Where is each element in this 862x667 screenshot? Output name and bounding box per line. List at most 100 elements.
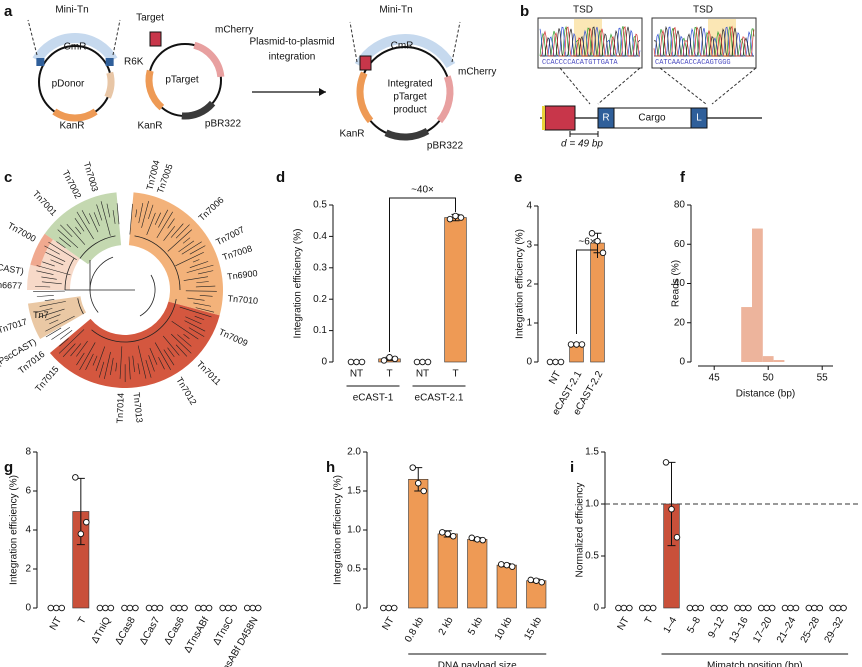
label: R [602,113,609,124]
dashed-guide [27,19,121,56]
replicate-point [834,604,842,612]
tree-branch [95,346,106,372]
comparison-bracket [576,249,598,334]
replicate-point [58,604,66,612]
sequence: CCACCCCACATGTTGATA [542,59,618,67]
tree-branch [35,286,51,288]
replicate-point [715,604,723,612]
replicate-point [243,604,251,612]
tree-branch [194,315,205,321]
bar [444,217,467,363]
x-tick-label: 5 kb [466,615,485,637]
target-site [149,31,162,47]
x-tick-label: 1–4 [662,615,680,635]
tree-label: Tn7001 [31,189,59,218]
replicate-point [710,604,717,612]
x-tick-label: 0.8 kb [403,615,426,644]
tree-branch [60,330,73,340]
replicate-point [498,561,505,568]
y-tick-label: 1.5 [585,447,599,458]
plasmid-feature [436,75,454,124]
y-tick-label: 0 [355,603,361,614]
clade-sector [30,233,53,268]
label: integration [269,52,316,63]
tree-branch [137,345,147,379]
bar [408,478,429,609]
tree-branch [38,308,65,318]
tree-branch [199,295,213,297]
replicate-point [102,604,109,612]
tree-branch [100,201,111,236]
label: Target [136,13,164,24]
x-tick-label: 9–12 [706,615,727,640]
replicate-point [450,532,457,540]
tree-branch [170,223,184,238]
tree-branch [195,285,216,288]
x-tick-label: 45 [709,373,721,384]
tree-branch [59,338,69,347]
replicate-point [358,358,366,366]
replicate-point [385,604,393,612]
y-tick-label: 2.0 [347,447,361,458]
tree-branch [198,270,214,275]
replicate-point [72,474,79,481]
label: mCherry [215,25,253,36]
group-label: eCAST-1 [353,393,394,404]
chromatogram-trace [653,25,755,57]
tree-branch [188,327,205,337]
replicate-point [391,355,399,363]
tree-branch [70,343,82,357]
panel-label: i [570,459,574,476]
tree-label: Tn7003 [82,161,100,193]
tree-branch [138,203,144,224]
tree-branch [128,356,131,380]
label: mCherry [458,67,496,78]
y-tick-label: 1.5 [347,486,361,497]
tree-branch [76,340,88,357]
tree-branch [41,281,62,285]
dashed-guide [559,67,757,105]
replicate-point [413,358,421,366]
replicate-point [599,249,607,257]
tree-branch [56,241,66,249]
tree-branch [187,297,205,301]
tree-branch [148,355,155,372]
tree-branch [76,352,85,366]
chromatogram-trace [654,26,754,57]
tree-branch [64,257,75,291]
tree-branch [50,259,64,266]
clade-label: Tn7 [33,310,49,320]
y-tick-label: 0 [593,603,599,614]
x-tick-label: NT [48,615,64,632]
replicate-point [620,604,628,612]
label: Mini-Tn [379,5,412,16]
replicate-point [578,341,586,348]
label: Cargo [638,113,666,124]
x-tick-label: ΔTniQ [90,615,114,645]
tree-branch [115,362,118,372]
transposon-end [105,58,114,66]
tree-label: Tn7011 [195,359,223,387]
plasmid-feature [145,69,165,111]
tree-branch [104,351,111,380]
label: CmR [64,42,87,53]
tree-branch [98,361,105,378]
tree-branch [183,334,190,339]
annotation: ~40× [411,185,434,196]
clade-sector [44,192,122,265]
x-tick-label: NT [350,369,363,380]
tree-branch [163,226,176,241]
tree-branch [36,295,54,297]
y-tick-label: 1.0 [585,499,599,510]
tree-branch [148,204,154,220]
x-tick-label: T [452,369,458,380]
tree-branch [110,357,114,375]
y-tick-label: 0.2 [313,294,327,305]
label: KanR [137,121,162,132]
y-axis-label: Reads (%) [671,260,682,307]
tree-branch [42,261,55,267]
tree-branch [36,265,71,276]
y-axis-label: Normalized efficiency [575,483,586,578]
